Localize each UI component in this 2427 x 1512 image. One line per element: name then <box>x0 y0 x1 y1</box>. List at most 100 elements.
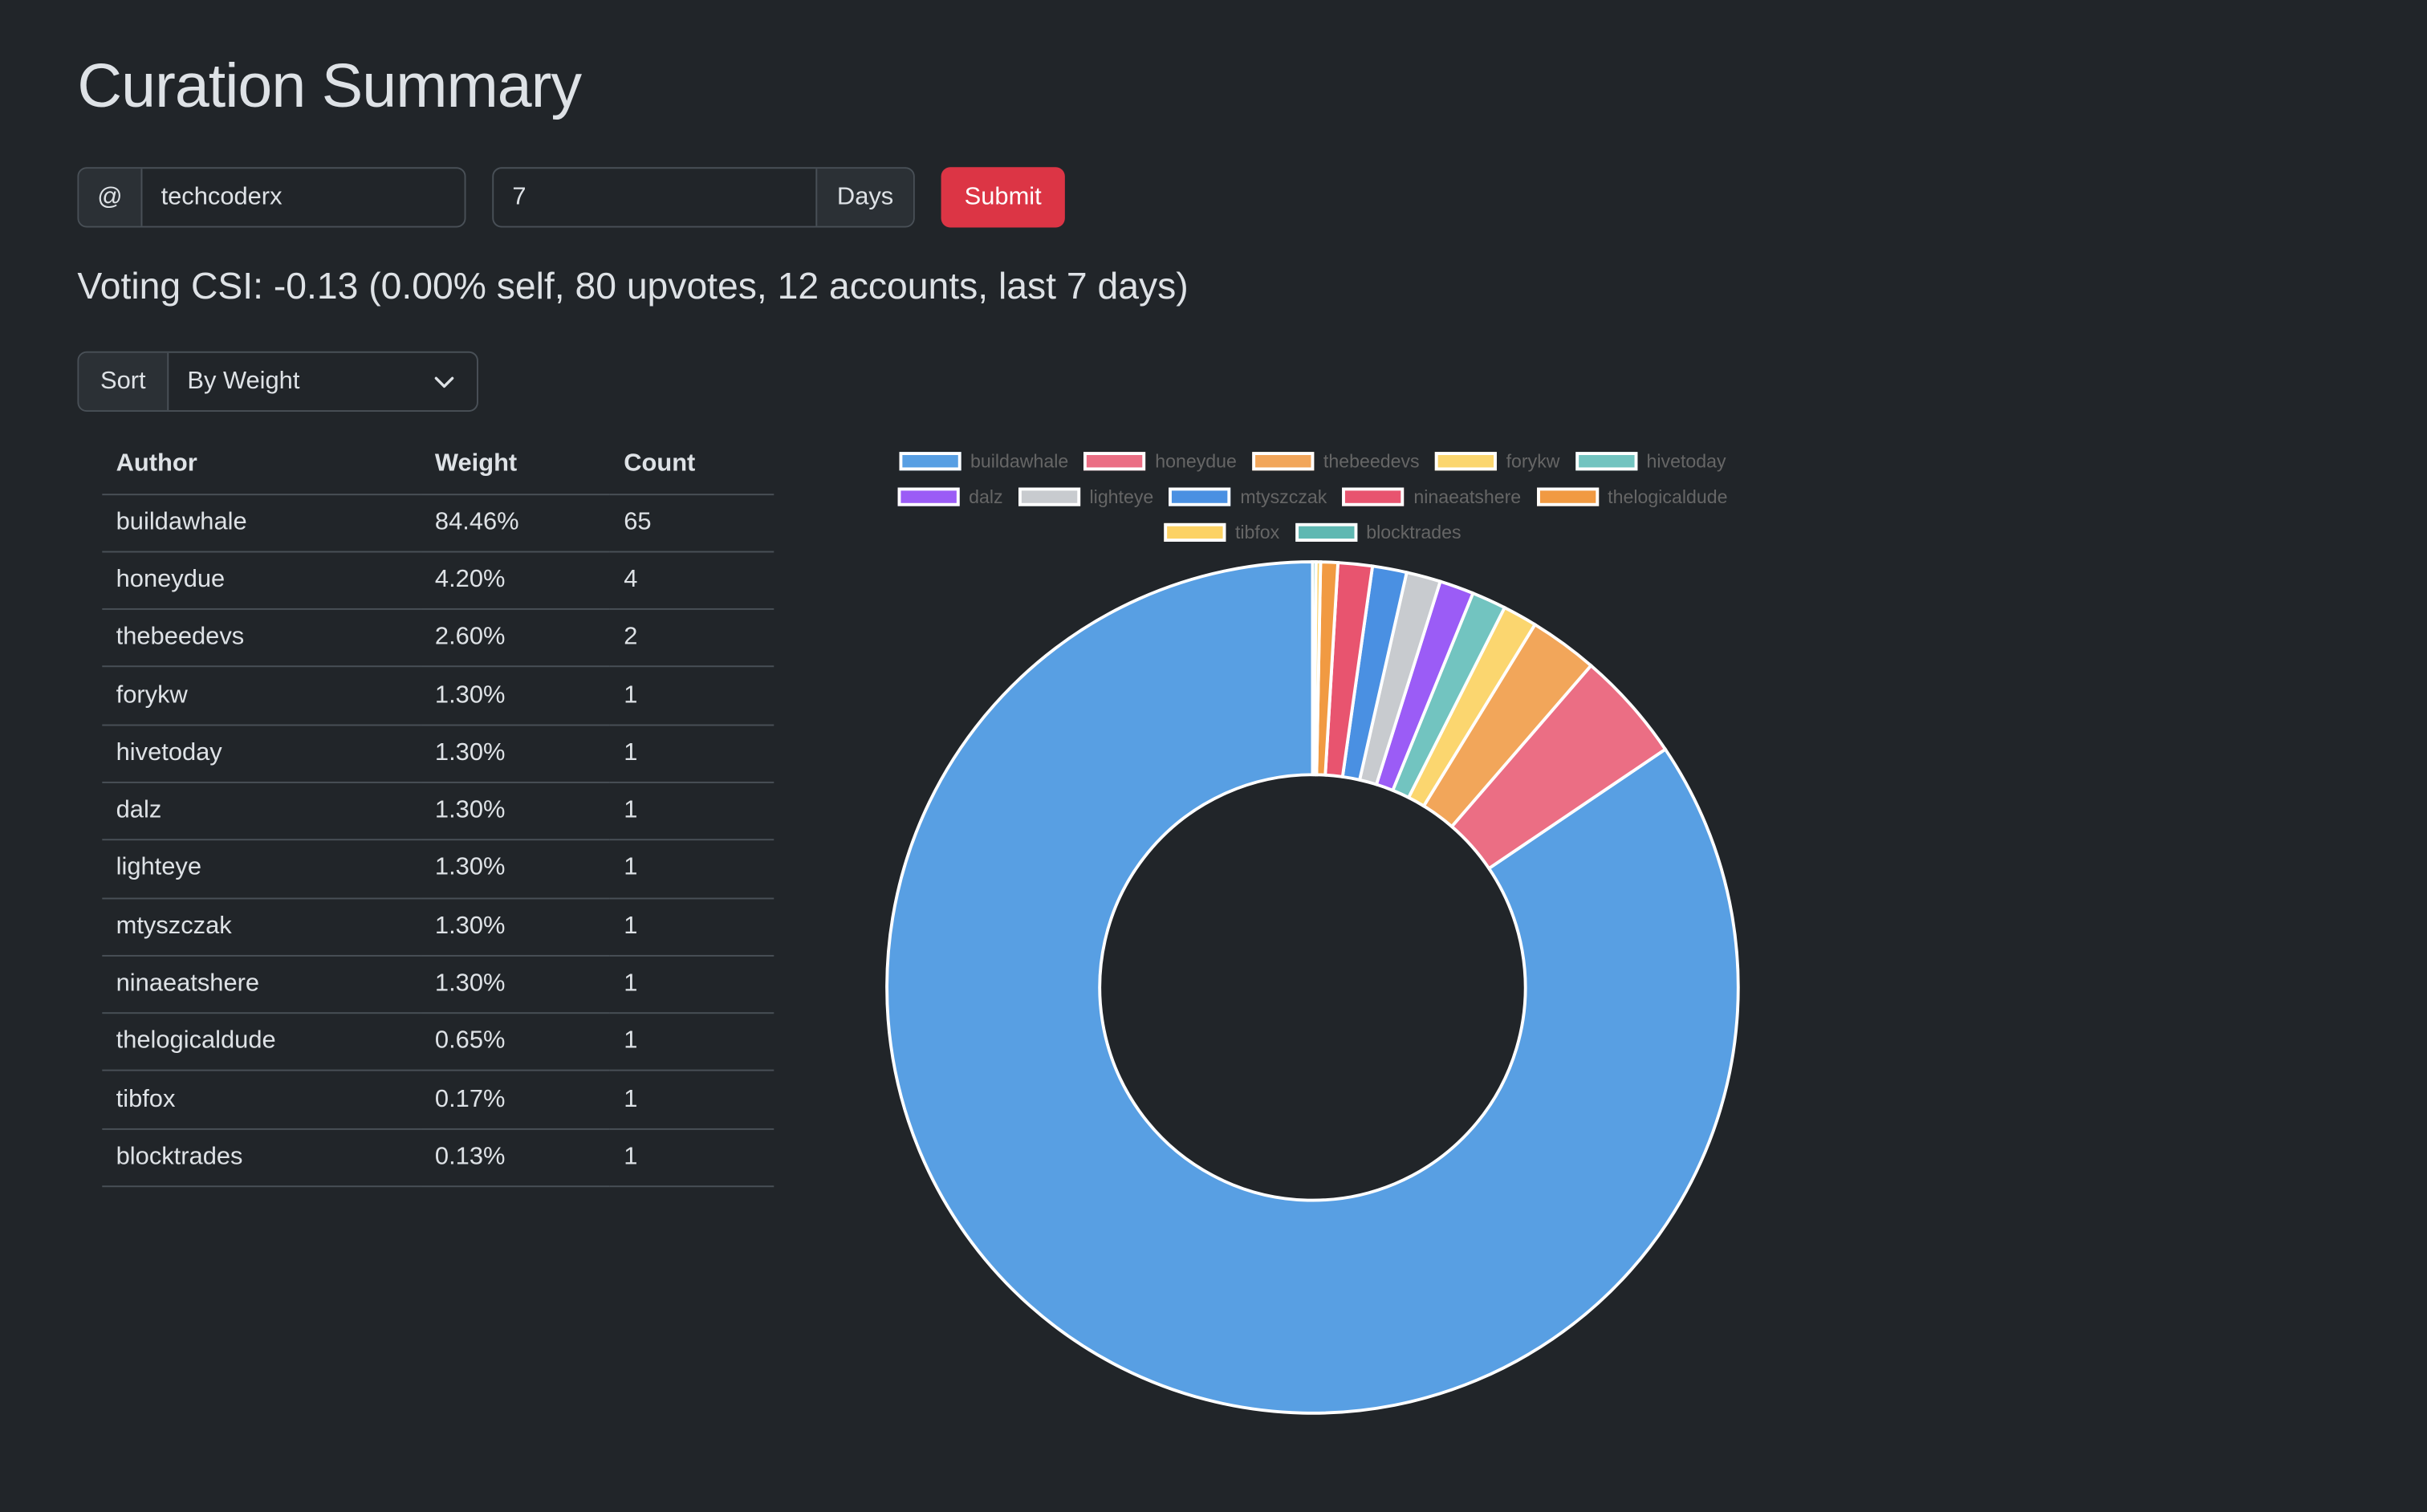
table-header-row: Author Weight Count <box>102 436 774 495</box>
weight-cell: 0.17% <box>421 1071 610 1130</box>
table-row: forykw 1.30% 1 <box>102 667 774 726</box>
legend-item[interactable]: hivetoday <box>1575 449 1726 474</box>
legend-label: blocktrades <box>1366 521 1461 543</box>
author-cell: ninaeatshere <box>102 955 421 1014</box>
author-cell: tibfox <box>102 1071 421 1130</box>
legend-label: dalz <box>969 486 1003 508</box>
author-cell: dalz <box>102 782 421 841</box>
table-row: dalz 1.30% 1 <box>102 782 774 841</box>
weight-cell: 2.60% <box>421 609 610 668</box>
legend-swatch <box>899 452 961 471</box>
weight-cell: 84.46% <box>421 494 610 553</box>
donut-slice-buildawhale[interactable] <box>885 560 1740 1415</box>
legend-label: thelogicaldude <box>1608 486 1728 508</box>
author-cell: mtyszczak <box>102 897 421 957</box>
voting-csi-summary: Voting CSI: -0.13 (0.00% self, 80 upvote… <box>77 266 1189 308</box>
legend-item[interactable]: ninaeatshere <box>1342 485 1521 510</box>
legend-label: tibfox <box>1234 521 1280 543</box>
count-cell: 1 <box>609 1013 774 1072</box>
at-prefix: @ <box>79 169 143 226</box>
legend-label: honeydue <box>1155 450 1237 473</box>
weight-cell: 1.30% <box>421 839 610 899</box>
count-cell: 1 <box>609 782 774 841</box>
legend-swatch <box>1575 452 1637 471</box>
author-cell: thelogicaldude <box>102 1013 421 1072</box>
days-input-group: 7 Days <box>492 167 915 228</box>
weight-cell: 4.20% <box>421 551 610 611</box>
table-row: mtyszczak 1.30% 1 <box>102 897 774 957</box>
username-input[interactable]: techcoderx <box>161 183 283 210</box>
chevron-down-icon <box>434 376 454 388</box>
count-cell: 1 <box>609 897 774 957</box>
legend-item[interactable]: forykw <box>1434 449 1560 474</box>
legend-swatch <box>1164 522 1226 542</box>
table-row: blocktrades 0.13% 1 <box>102 1128 774 1188</box>
sort-select-group: Sort By Weight <box>77 351 478 412</box>
sort-select[interactable]: By Weight <box>169 353 477 410</box>
sort-label: Sort <box>79 352 169 411</box>
table-row: ninaeatshere 1.30% 1 <box>102 955 774 1014</box>
sort-selected-value: By Weight <box>187 368 300 394</box>
author-table: Author Weight Count buildawhale 84.46% 65 … <box>102 436 774 1188</box>
author-cell: honeydue <box>102 551 421 611</box>
legend-label: hivetoday <box>1646 450 1726 473</box>
weight-cell: 0.13% <box>421 1128 610 1188</box>
donut-slice-blocktrades[interactable] <box>1311 560 1318 777</box>
legend-swatch <box>1295 522 1357 542</box>
legend-item[interactable]: buildawhale <box>899 449 1068 474</box>
legend-swatch <box>897 487 960 506</box>
legend-swatch <box>1434 452 1498 471</box>
count-cell: 1 <box>609 955 774 1014</box>
submit-button[interactable]: Submit <box>941 167 1065 228</box>
legend-swatch <box>1083 452 1146 471</box>
count-cell: 65 <box>609 494 774 553</box>
page-title: Curation Summary <box>77 52 582 121</box>
weight-cell: 1.30% <box>421 897 610 957</box>
legend-label: mtyszczak <box>1240 486 1327 508</box>
author-cell: hivetoday <box>102 724 421 783</box>
legend-swatch <box>1536 487 1599 506</box>
days-suffix: Days <box>815 169 913 226</box>
legend-item[interactable]: thelogicaldude <box>1536 485 1727 510</box>
legend-item[interactable]: tibfox <box>1164 520 1279 545</box>
weight-cell: 1.30% <box>421 724 610 783</box>
table-row: lighteye 1.30% 1 <box>102 839 774 899</box>
header-count: Count <box>609 436 774 495</box>
legend-item[interactable]: blocktrades <box>1295 520 1461 545</box>
author-cell: forykw <box>102 667 421 726</box>
author-cell: thebeedevs <box>102 609 421 668</box>
legend-item[interactable]: honeydue <box>1083 449 1237 474</box>
author-cell: blocktrades <box>102 1128 421 1188</box>
username-input-group: @ techcoderx <box>77 167 466 228</box>
legend-swatch <box>1252 452 1315 471</box>
table-row: thebeedevs 2.60% 2 <box>102 609 774 668</box>
legend-item[interactable]: dalz <box>897 485 1003 510</box>
weight-cell: 1.30% <box>421 955 610 1014</box>
header-author: Author <box>102 436 421 495</box>
count-cell: 1 <box>609 839 774 899</box>
weight-donut-chart <box>885 560 1740 1415</box>
count-cell: 2 <box>609 609 774 668</box>
legend-item[interactable]: thebeedevs <box>1252 449 1420 474</box>
count-cell: 4 <box>609 551 774 611</box>
header-weight: Weight <box>421 436 610 495</box>
table-row: tibfox 0.17% 1 <box>102 1071 774 1130</box>
legend-item[interactable]: lighteye <box>1018 485 1153 510</box>
legend-swatch <box>1342 487 1405 506</box>
count-cell: 1 <box>609 667 774 726</box>
legend-label: forykw <box>1506 450 1560 473</box>
table-row: thelogicaldude 0.65% 1 <box>102 1013 774 1072</box>
chart-legend: buildawhale honeydue thebeedevs forykw hivet… <box>867 449 1758 545</box>
count-cell: 1 <box>609 1071 774 1130</box>
author-cell: buildawhale <box>102 494 421 553</box>
weight-cell: 0.65% <box>421 1013 610 1072</box>
count-cell: 1 <box>609 1128 774 1188</box>
author-cell: lighteye <box>102 839 421 899</box>
legend-label: thebeedevs <box>1323 450 1420 473</box>
count-cell: 1 <box>609 724 774 783</box>
table-row: hivetoday 1.30% 1 <box>102 724 774 783</box>
legend-item[interactable]: mtyszczak <box>1169 485 1327 510</box>
weight-cell: 1.30% <box>421 667 610 726</box>
days-input[interactable]: 7 <box>512 183 526 210</box>
